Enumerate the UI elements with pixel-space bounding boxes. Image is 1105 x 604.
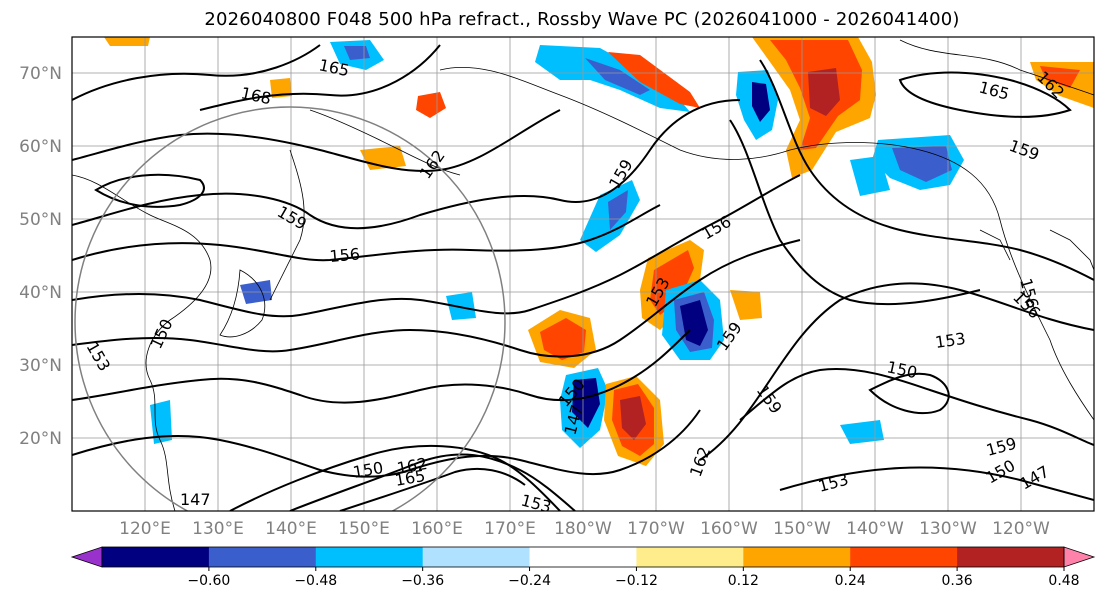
lon-label: 120°E [119,519,171,539]
latitude-axis: 70°N 60°N 50°N 40°N 30°N 20°N [19,64,62,449]
colorbar-segment [529,547,637,567]
contour-label: 153 [519,491,553,517]
lat-label: 30°N [19,356,62,376]
contour-label: 162 [686,444,714,479]
anomaly-cold-south-core [572,378,600,428]
anomaly-cold-streak-core [585,58,650,95]
contour-label: 153 [934,329,967,352]
anomaly-warm-streak [608,52,700,108]
colorbar-segment [957,547,1065,567]
colorbar-tick-label: 0.24 [835,573,866,589]
colorbar-segment [422,547,531,567]
map-plot-area: 165 168 162 159 156 153 150 147 159 156 … [72,37,1094,517]
contour-label: 159 [274,202,310,234]
colorbar: −0.60 −0.48 −0.36 −0.24 −0.12 0.12 0.24 0.36 0.4… [70,546,1096,589]
colorbar-frame [101,546,1065,568]
lon-label: 160°W [700,519,758,539]
anomaly-cold-spot-3 [150,400,172,444]
anomaly-cold-150w-peak [680,300,708,346]
colorbar-segment [315,547,424,567]
lon-label: 150°W [773,519,831,539]
anomaly-cold-spot-5 [850,156,890,196]
anomaly-warm-north-peak [808,68,840,116]
lon-label: 140°W [846,519,904,539]
colorbar-tick-label: 0.36 [942,573,973,589]
contour-label: 147 [180,490,211,509]
colorbar-extend-low [70,546,103,568]
longitude-axis: 120°E 130°E 140°E 150°E 160°E 170°E 180°… [119,519,1050,539]
lon-label: 180°W [554,519,612,539]
map-title: 2026040800 F048 500 hPa refract., Rossby… [204,9,960,30]
colorbar-tick-label: −0.12 [615,573,658,589]
contour-label: 165 [977,78,1011,104]
contour-label: 153 [816,470,850,496]
contour-label: 159 [984,434,1018,460]
anomaly-cold-spot-2 [446,292,476,320]
lat-label: 60°N [19,137,62,157]
anomaly-warm-spot-7 [270,78,292,98]
contour-label: 159 [1007,136,1042,164]
colorbar-tick-label: −0.24 [508,573,551,589]
anomaly-cold-spot-4 [840,420,884,444]
lon-label: 170°E [484,519,536,539]
anomaly-warm-spot-1 [416,92,446,118]
colorbar-tick-label: −0.48 [294,573,337,589]
colorbar-tick-label: −0.60 [187,573,230,589]
colorbar-segment [850,547,958,567]
colorbar-tick-label: −0.36 [401,573,444,589]
lat-label: 50°N [19,210,62,230]
colorbar-segment [208,547,317,567]
anomaly-warm-spot-3 [730,290,762,320]
map-frame [71,36,1095,512]
colorbar-segment [743,547,851,567]
anomaly-warm-south-peak [620,396,646,440]
lon-label: 160°E [411,519,463,539]
colorbar-segment [102,547,210,567]
anomaly-cold-north-core [752,82,770,122]
colorbar-tick-label: 0.12 [728,573,759,589]
lat-label: 70°N [19,64,62,84]
lon-label: 170°W [627,519,685,539]
contour-label: 147 [1017,462,1053,494]
refractivity-contours [72,44,1094,511]
contour-labels: 165 168 162 159 156 153 150 147 159 156 … [83,55,1069,517]
anomaly-cold-nw-core [344,46,370,60]
lon-label: 120°W [992,519,1050,539]
lat-label: 40°N [19,283,62,303]
lon-label: 150°E [338,519,390,539]
contour-label: 150 [983,456,1019,488]
anomaly-warm-160w-core [650,250,694,315]
lat-label: 20°N [19,429,62,449]
lon-label: 130°E [192,519,244,539]
lon-label: 140°E [265,519,317,539]
coastlines [72,39,1094,511]
anomaly-warm-spot-2 [104,37,150,46]
projection-circle [74,106,506,511]
colorbar-extend-high [1063,546,1096,568]
lon-label: 130°W [919,519,977,539]
contour-label: 168 [239,83,273,108]
graticule [72,37,1094,511]
anomaly-cold-mid-core [608,190,628,230]
contour-label: 156 [329,244,361,266]
anomaly-warm-spot-5 [1040,66,1080,88]
contour-label: 150 [885,357,919,382]
contour-label: 150 [146,316,176,352]
anomaly-warm-180-core [540,318,586,360]
colorbar-tick-label: 0.48 [1048,573,1079,589]
colorbar-segment [636,547,744,567]
